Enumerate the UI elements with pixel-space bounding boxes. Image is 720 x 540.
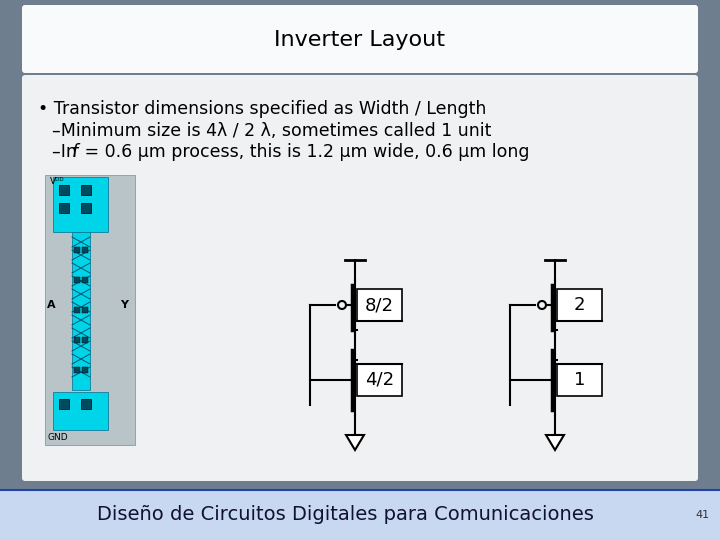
Bar <box>59 203 69 213</box>
Bar <box>82 247 88 253</box>
Bar <box>82 277 88 283</box>
Text: –In: –In <box>52 143 82 161</box>
Bar <box>74 307 80 313</box>
Bar <box>53 392 108 430</box>
Bar <box>59 185 69 195</box>
Bar <box>81 399 91 409</box>
Bar <box>72 232 90 390</box>
Text: 41: 41 <box>696 510 710 520</box>
Bar <box>557 289 602 321</box>
Text: = 0.6 μm process, this is 1.2 μm wide, 0.6 μm long: = 0.6 μm process, this is 1.2 μm wide, 0… <box>79 143 529 161</box>
Polygon shape <box>346 435 364 450</box>
Bar <box>74 337 80 343</box>
Bar <box>53 177 108 232</box>
Bar <box>0 491 720 540</box>
Text: 4/2: 4/2 <box>365 371 394 389</box>
Bar <box>45 175 135 445</box>
FancyBboxPatch shape <box>22 75 698 481</box>
Text: 2: 2 <box>574 296 585 314</box>
Bar <box>74 247 80 253</box>
Bar <box>82 307 88 313</box>
Bar <box>59 399 69 409</box>
Text: • Transistor dimensions specified as Width / Length: • Transistor dimensions specified as Wid… <box>38 100 487 118</box>
Bar <box>357 364 402 396</box>
Bar <box>81 185 91 195</box>
Text: 1: 1 <box>574 371 585 389</box>
Text: –Minimum size is 4λ / 2 λ, sometimes called 1 unit: –Minimum size is 4λ / 2 λ, sometimes cal… <box>52 122 491 140</box>
Text: A: A <box>47 300 55 310</box>
Text: Diseño de Circuitos Digitales para Comunicaciones: Diseño de Circuitos Digitales para Comun… <box>96 505 593 524</box>
Bar <box>81 203 91 213</box>
Text: Vᴰᴰ: Vᴰᴰ <box>50 177 65 186</box>
Bar <box>82 367 88 373</box>
Bar <box>357 289 402 321</box>
Text: Inverter Layout: Inverter Layout <box>274 30 446 50</box>
Bar <box>557 364 602 396</box>
Bar <box>82 337 88 343</box>
Text: 8/2: 8/2 <box>365 296 394 314</box>
Text: Y: Y <box>120 300 128 310</box>
Text: GND: GND <box>47 433 68 442</box>
FancyBboxPatch shape <box>22 5 698 73</box>
Bar <box>74 367 80 373</box>
Polygon shape <box>546 435 564 450</box>
Bar <box>74 277 80 283</box>
Text: f: f <box>72 143 78 161</box>
